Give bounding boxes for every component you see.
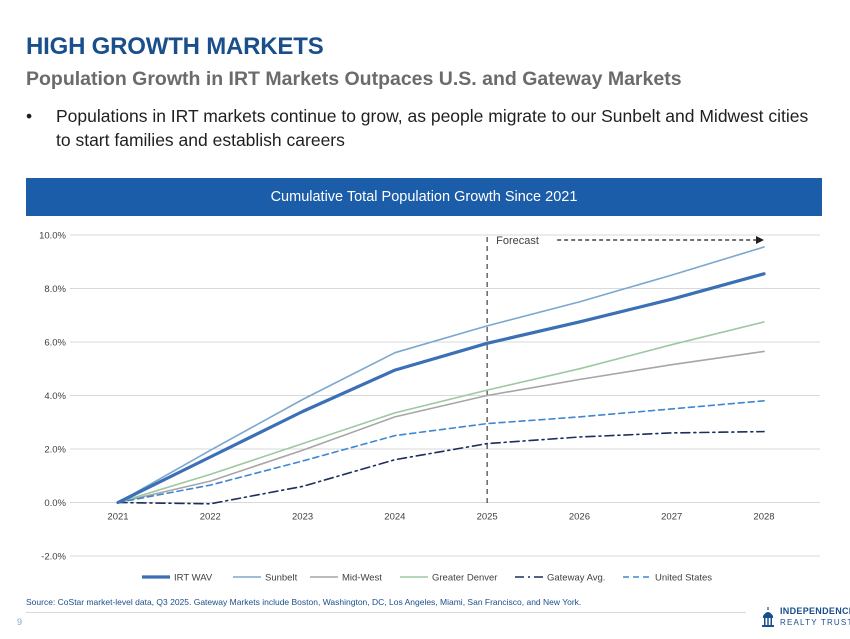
chart-title: Cumulative Total Population Growth Since… [270, 189, 578, 205]
company-logo: INDEPENDENCE REALTY TRUST [760, 606, 850, 628]
page-number: 9 [17, 617, 23, 627]
series-line-sunbelt [117, 246, 765, 504]
legend-label: Sunbelt [265, 573, 298, 584]
forecast-label: Forecast [496, 235, 539, 247]
y-tick-label: 0.0% [44, 498, 66, 509]
y-tick-label: 6.0% [44, 338, 66, 349]
logo-line-2: REALTY TRUST [780, 618, 850, 627]
x-tick-label: 2027 [661, 512, 682, 523]
legend-label: United States [655, 573, 712, 584]
x-tick-label: 2021 [107, 512, 128, 523]
y-tick-label: 4.0% [44, 391, 66, 402]
series-line-irt-wav [116, 272, 766, 505]
legend-label: Greater Denver [432, 573, 497, 584]
y-tick-label: 10.0% [39, 231, 66, 242]
legend-label: Gateway Avg. [547, 573, 605, 584]
source-note: Source: CoStar market-level data, Q3 202… [26, 597, 582, 607]
series-line-greater-denver [117, 321, 765, 504]
series-line-united-states [117, 400, 765, 504]
page-subtitle: Population Growth in IRT Markets Outpace… [26, 68, 682, 90]
x-tick-label: 2028 [753, 512, 774, 523]
x-tick-label: 2025 [477, 512, 498, 523]
population-growth-chart: -2.0% 0.0% 2.0% 4.0% 6.0% 8.0% 10.0% 2021 2022 2… [39, 231, 820, 584]
bullet-point: • Populations in IRT markets continue to… [26, 104, 816, 152]
y-tick-label: 2.0% [44, 445, 66, 456]
bullet-marker: • [26, 106, 33, 126]
x-tick-label: 2023 [292, 512, 313, 523]
series-line-mid-west [117, 350, 765, 504]
x-tick-label: 2022 [200, 512, 221, 523]
building-dome-icon [762, 607, 774, 627]
page-title: HIGH GROWTH MARKETS [26, 33, 324, 60]
chart-title-banner: Cumulative Total Population Growth Since… [26, 178, 822, 216]
y-tick-label: 8.0% [44, 284, 66, 295]
legend-label: IRT WAV [174, 573, 213, 584]
legend-label: Mid-West [342, 573, 382, 584]
series-line-gateway-avg [117, 430, 765, 505]
footer-divider [26, 612, 746, 613]
x-tick-label: 2026 [569, 512, 590, 523]
logo-line-1: INDEPENDENCE [780, 606, 850, 616]
x-tick-label: 2024 [384, 512, 405, 523]
bullet-text: Populations in IRT markets continue to g… [56, 106, 809, 150]
y-tick-label: -2.0% [41, 552, 66, 563]
forecast-arrow-icon [756, 236, 764, 244]
